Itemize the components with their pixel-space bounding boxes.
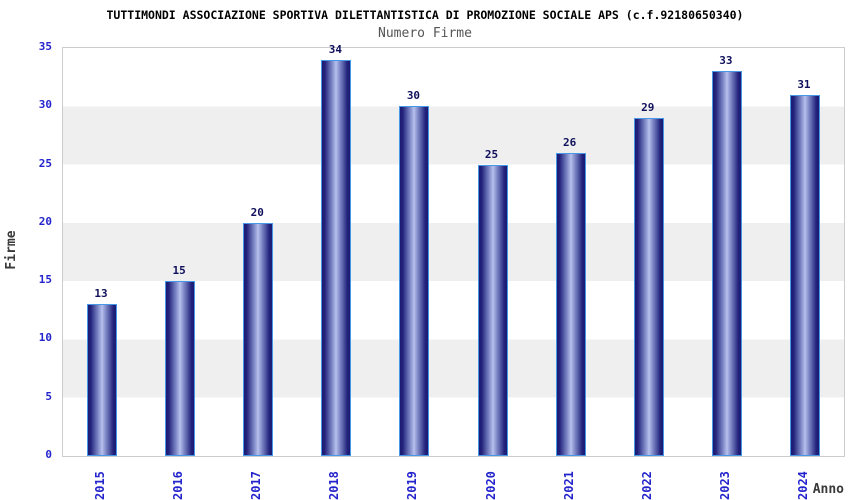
x-axis-title: Anno	[812, 482, 844, 497]
y-tick-label: 5	[45, 389, 52, 403]
bar-2020	[477, 164, 508, 456]
bar-2019	[399, 106, 430, 456]
bar-value-label: 30	[406, 89, 421, 103]
bar-value-label: 25	[484, 147, 499, 161]
y-tick-label: 10	[38, 331, 52, 345]
x-tick-label: 2017	[249, 471, 264, 500]
y-axis-title: Firme	[4, 230, 19, 270]
bar-2024	[789, 94, 820, 456]
x-tick-label: 2016	[171, 471, 186, 500]
x-tick-label: 2015	[93, 471, 108, 500]
y-tick-label: 15	[38, 273, 52, 287]
y-tick-label: 0	[45, 448, 52, 461]
y-tick-label: 20	[38, 214, 52, 228]
bar-value-label: 31	[797, 77, 811, 91]
bar-2018	[321, 59, 352, 456]
bar-value-label: 34	[328, 42, 342, 56]
bar-2015	[87, 304, 118, 456]
bar-value-label: 29	[641, 100, 655, 114]
bar-value-label: 15	[172, 264, 186, 278]
bar-2017	[243, 222, 274, 456]
bar-2022	[633, 117, 664, 456]
x-tick-label: 2022	[639, 471, 654, 500]
bar-value-label: 20	[250, 205, 264, 219]
bar-value-label: 13	[94, 287, 108, 301]
y-tick-label: 35	[38, 40, 52, 53]
x-tick-label: 2021	[561, 471, 576, 500]
bar-value-label: 33	[719, 54, 733, 68]
bar-value-label: 26	[563, 135, 577, 149]
y-tick-label: 30	[38, 98, 52, 112]
bar-2023	[711, 71, 742, 456]
x-tick-label: 2023	[717, 471, 732, 500]
x-tick-label: 2020	[483, 471, 498, 500]
chart-title: TUTTIMONDI ASSOCIAZIONE SPORTIVA DILETTA…	[106, 8, 744, 22]
chart-subtitle: Numero Firme	[378, 26, 472, 41]
x-tick-label: 2018	[327, 471, 342, 500]
x-tick-label: 2024	[795, 471, 810, 500]
bar-2021	[555, 152, 586, 456]
x-tick-label: 2019	[405, 471, 420, 500]
y-tick-label: 25	[38, 156, 52, 170]
plot-area	[62, 47, 845, 457]
bar-2016	[165, 281, 196, 456]
